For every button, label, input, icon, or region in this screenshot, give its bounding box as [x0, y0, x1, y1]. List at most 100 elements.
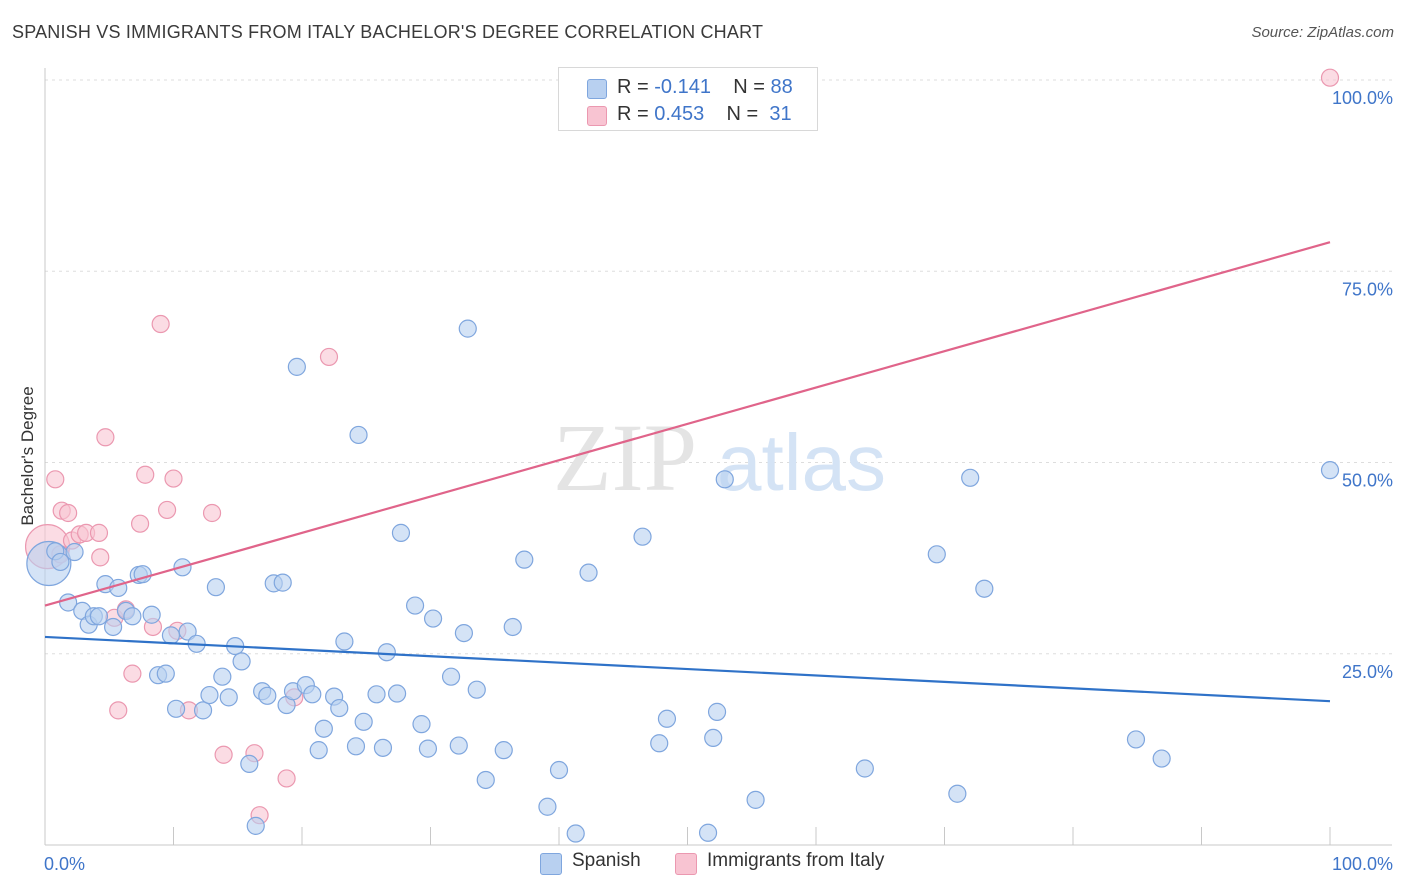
italy-point	[157, 500, 177, 520]
spanish-point	[193, 701, 213, 720]
spanish-point	[273, 573, 292, 592]
spanish-point	[213, 667, 232, 686]
spanish-point	[335, 632, 354, 651]
italy-point	[96, 428, 115, 447]
italy-trend-line	[44, 241, 1331, 607]
spanish-point	[391, 523, 411, 542]
watermark-zip: ZIP	[553, 404, 697, 511]
spanish-point	[476, 770, 495, 790]
spanish-point	[405, 596, 425, 615]
spanish-trend-line	[44, 635, 1331, 703]
legend-n-label: N =	[726, 103, 759, 125]
spanish-point	[367, 685, 386, 704]
italy-point	[46, 470, 65, 489]
spanish-point	[354, 712, 373, 731]
spanish-point	[206, 578, 226, 597]
spanish-point	[240, 754, 259, 774]
spanish-point	[441, 667, 461, 686]
spanish-point	[109, 578, 128, 598]
spanish-point	[412, 715, 431, 734]
y-axis-label: Bachelor's Degree	[18, 386, 37, 525]
watermark-atlas: atlas	[717, 418, 886, 507]
legend-r-value-italy: 0.453	[654, 103, 705, 125]
legend-n-label: N =	[733, 76, 765, 98]
correlation-legend: R = -0.141 N = 88 R = 0.453 N = 31	[558, 67, 818, 131]
spanish-point	[579, 563, 598, 582]
spanish-point	[1152, 749, 1171, 768]
legend-r-label: R =	[617, 103, 649, 125]
spanish-point	[423, 609, 443, 628]
legend-r-value-spanish: -0.141	[654, 76, 711, 98]
source-label: Source: ZipAtlas.com	[1251, 24, 1394, 41]
spanish-point	[549, 760, 569, 780]
spanish-point	[303, 685, 322, 704]
spanish-point	[449, 736, 468, 755]
italy-legend-swatch	[675, 853, 697, 875]
italy-swatch	[587, 106, 607, 126]
spanish-point	[258, 686, 277, 705]
legend-label-italy: Immigrants from Italy	[707, 850, 885, 871]
spanish-point	[200, 685, 219, 705]
series-spanish-points	[26, 319, 1340, 843]
spanish-point	[458, 319, 477, 338]
spanish-point	[975, 579, 994, 598]
italy-point	[123, 664, 142, 683]
spanish-point	[503, 617, 522, 637]
spanish-point	[377, 643, 396, 662]
spanish-point	[51, 552, 70, 572]
y-tick-label: 75.0%	[1342, 279, 1393, 299]
italy-point	[89, 523, 109, 542]
spanish-swatch	[587, 79, 607, 99]
gridlines	[45, 79, 1392, 655]
italy-point	[1320, 68, 1340, 87]
spanish-point	[104, 617, 123, 637]
spanish-point	[855, 759, 874, 778]
spanish-point	[418, 739, 438, 758]
spanish-point	[123, 607, 142, 626]
spanish-point	[538, 797, 557, 816]
spanish-point	[657, 709, 677, 728]
spanish-point	[330, 698, 349, 718]
legend-r-label: R =	[617, 76, 649, 98]
italy-point	[109, 701, 128, 720]
spanish-point	[494, 741, 513, 760]
italy-point	[164, 469, 183, 488]
spanish-point	[1320, 461, 1340, 480]
spanish-point	[1126, 730, 1146, 749]
spanish-point	[178, 622, 197, 641]
spanish-point	[346, 737, 366, 756]
italy-point	[214, 745, 233, 764]
spanish-point	[246, 816, 265, 835]
chart-title: SPANISH VS IMMIGRANTS FROM ITALY BACHELO…	[12, 22, 764, 42]
spanish-point	[373, 738, 393, 757]
italy-point	[319, 347, 339, 367]
spanish-point	[454, 623, 474, 643]
spanish-point	[161, 626, 181, 645]
spanish-point	[387, 684, 407, 703]
italy-point	[130, 514, 150, 533]
tick-labels: 25.0% 50.0% 75.0% 100.0% 0.0% 100.0%	[44, 88, 1393, 874]
spanish-point	[707, 702, 727, 721]
x-tick-label: 0.0%	[44, 854, 85, 874]
italy-point	[202, 503, 222, 523]
spanish-point	[156, 664, 175, 683]
spanish-point	[698, 823, 718, 842]
spanish-point	[650, 734, 669, 753]
x-tick-label: 100.0%	[1332, 854, 1393, 874]
italy-point	[277, 769, 296, 788]
legend-n-value-italy: 31	[769, 103, 792, 125]
y-tick-label: 100.0%	[1332, 88, 1393, 108]
spanish-point	[715, 470, 734, 489]
spanish-point	[89, 607, 109, 626]
axes	[44, 68, 1392, 846]
legend-n-value-spanish: 88	[770, 76, 793, 98]
legend-label-spanish: Spanish	[572, 850, 641, 871]
spanish-point	[566, 824, 585, 843]
italy-point	[91, 548, 110, 567]
italy-point	[59, 503, 78, 523]
spanish-point	[219, 688, 238, 707]
spanish-point	[961, 468, 980, 487]
spanish-point	[232, 652, 251, 671]
spanish-point	[467, 680, 486, 699]
